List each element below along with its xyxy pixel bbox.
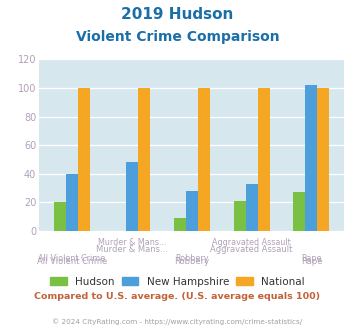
Text: All Violent Crime: All Violent Crime [38,254,105,263]
Text: Violent Crime Comparison: Violent Crime Comparison [76,30,279,44]
Text: All Violent Crime: All Violent Crime [37,257,107,266]
Text: Robbery: Robbery [175,254,208,263]
Text: Robbery: Robbery [174,257,209,266]
Text: © 2024 CityRating.com - https://www.cityrating.com/crime-statistics/: © 2024 CityRating.com - https://www.city… [53,318,302,325]
Bar [186,191,198,231]
Bar [317,88,329,231]
Text: Murder & Mans...: Murder & Mans... [96,245,168,254]
Bar [138,88,150,231]
Bar [66,174,78,231]
Bar [257,88,269,231]
Bar [305,85,317,231]
Legend: Hudson, New Hampshire, National: Hudson, New Hampshire, National [46,273,309,291]
Text: Aggravated Assault: Aggravated Assault [211,245,293,254]
Bar [54,202,66,231]
Bar [198,88,210,231]
Bar [246,184,257,231]
Bar [234,201,246,231]
Text: Compared to U.S. average. (U.S. average equals 100): Compared to U.S. average. (U.S. average … [34,292,321,301]
Bar [294,192,305,231]
Text: Rape: Rape [301,254,322,263]
Text: Rape: Rape [301,257,322,266]
Bar [78,88,90,231]
Text: Murder & Mans...: Murder & Mans... [98,238,166,247]
Bar [126,162,138,231]
Text: Aggravated Assault: Aggravated Assault [212,238,291,247]
Text: 2019 Hudson: 2019 Hudson [121,7,234,21]
Bar [174,218,186,231]
